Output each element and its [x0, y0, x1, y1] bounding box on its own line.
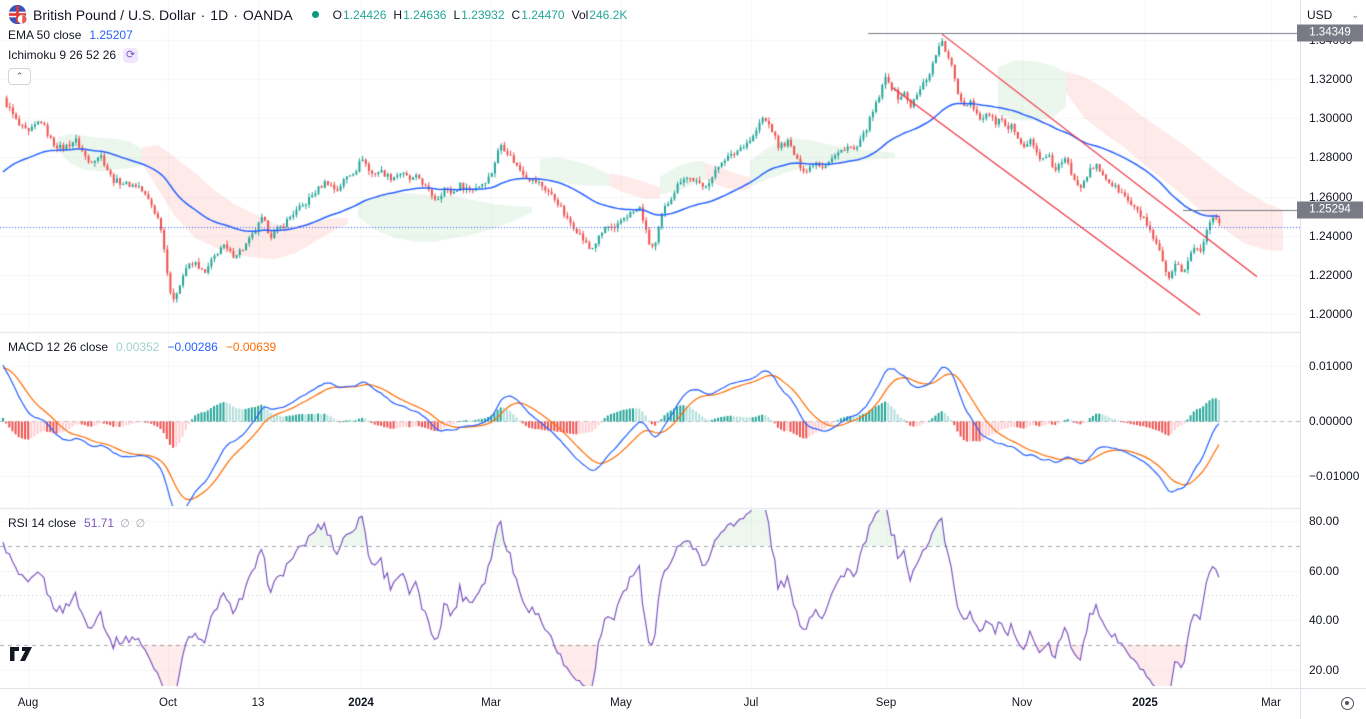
rsi-value: 51.71 — [84, 516, 115, 530]
price-tick-label: 1.32000 — [1309, 72, 1353, 87]
price-line-badge: 1.34349 — [1297, 24, 1363, 42]
title-separator: · — [200, 6, 206, 23]
axis-corner — [1300, 688, 1366, 719]
chart-canvas[interactable] — [0, 0, 1300, 688]
price-tick-label: 1.28000 — [1309, 150, 1353, 165]
gbpusd-flag-icon — [8, 5, 27, 24]
macd-legend: MACD 12 26 close 0.00352 −0.00286 −0.006… — [8, 340, 276, 354]
collapse-legend-button[interactable]: ⌃ — [8, 68, 31, 85]
ohlc-item: L 1.23932 — [453, 7, 505, 22]
time-tick-label: Mar — [481, 697, 501, 709]
ichimoku-indicator-label[interactable]: Ichimoku 9 26 52 26 — [8, 48, 117, 62]
market-open-dot-icon — [311, 11, 319, 18]
time-axis[interactable]: Aug Oct 13 2024 Mar May Jul Sep Nov 2025 Mar — [0, 688, 1300, 719]
rsi-legend: RSI 14 close 51.71 ∅ ∅ — [8, 516, 145, 530]
ichimoku-loading-icon: ⟳ — [123, 47, 139, 63]
go-to-date-icon[interactable] — [1341, 697, 1354, 710]
time-tick-label: Jul — [743, 697, 759, 709]
legend: British Pound / U.S. Dollar · 1D · OANDA… — [8, 5, 634, 85]
rsi-indicator-label[interactable]: RSI 14 close — [8, 516, 77, 530]
price-axis[interactable]: USD ⌄ 1.340001.320001.300001.280001.2600… — [1297, 0, 1366, 688]
ohlc-item: C 1.24470 — [511, 7, 565, 22]
ohlc-values: O 1.24426 H 1.24636 L 1.23932 C 1.24470 Vol 246.2… — [333, 8, 635, 22]
time-tick-label: Sep — [875, 697, 897, 709]
time-tick-label: Oct — [159, 697, 177, 709]
price-tick-label: 1.24000 — [1309, 228, 1353, 243]
rsi-tick-label: 20.00 — [1309, 662, 1340, 677]
price-tick-label: 1.22000 — [1309, 267, 1353, 282]
ohlc-item: H 1.24636 — [393, 7, 447, 22]
exchange-label[interactable]: OANDA — [242, 6, 293, 23]
time-tick-label: 2025 — [1132, 697, 1158, 709]
time-tick-label: 2024 — [348, 697, 374, 709]
price-line-badge: 1.25294 — [1297, 201, 1363, 219]
macd-tick-label: −0.01000 — [1309, 469, 1360, 483]
rsi-lower-band-null: ∅ — [135, 517, 146, 530]
currency-label: USD — [1307, 8, 1333, 22]
chevron-down-icon: ⌄ — [1351, 9, 1359, 20]
ema-indicator-row: EMA 50 close 1.25207 — [8, 26, 634, 44]
macd-tick-label: 0.01000 — [1309, 359, 1353, 373]
macd-hist-value: 0.00352 — [116, 340, 160, 354]
macd-indicator-label[interactable]: MACD 12 26 close — [8, 340, 109, 354]
ichimoku-indicator-row: Ichimoku 9 26 52 26 ⟳ — [8, 46, 634, 64]
macd-tick-label: 0.00000 — [1309, 414, 1353, 428]
tradingview-logo[interactable] — [10, 644, 36, 664]
ema-indicator-label[interactable]: EMA 50 close — [8, 28, 82, 42]
time-tick-label: May — [610, 697, 632, 709]
price-tick-label: 1.26000 — [1309, 189, 1353, 204]
time-tick-label: 13 — [251, 697, 265, 709]
ema-value: 1.25207 — [89, 28, 133, 42]
price-tick-label: 1.20000 — [1309, 307, 1353, 321]
symbol-title[interactable]: British Pound / U.S. Dollar — [33, 6, 196, 23]
rsi-upper-band-null: ∅ — [120, 517, 130, 530]
time-tick-label: Mar — [1261, 697, 1281, 709]
rsi-tick-label: 40.00 — [1309, 613, 1340, 627]
price-tick-label: 1.30000 — [1309, 111, 1353, 126]
ohlc-item: O 1.24426 — [332, 7, 387, 22]
interval-label[interactable]: 1D — [210, 6, 229, 23]
symbol-row: British Pound / U.S. Dollar · 1D · OANDA… — [8, 5, 634, 24]
time-tick-label: Nov — [1011, 697, 1033, 709]
rsi-tick-label: 80.00 — [1309, 514, 1340, 528]
macd-line-value: −0.00286 — [167, 340, 218, 354]
ohlc-item: Vol 246.2K — [571, 7, 628, 22]
macd-signal-value: −0.00639 — [225, 340, 277, 354]
rsi-tick-label: 60.00 — [1309, 563, 1340, 578]
time-tick-label: Aug — [17, 697, 39, 709]
title-separator: · — [233, 6, 238, 23]
currency-selector[interactable]: USD ⌄ — [1307, 5, 1361, 25]
